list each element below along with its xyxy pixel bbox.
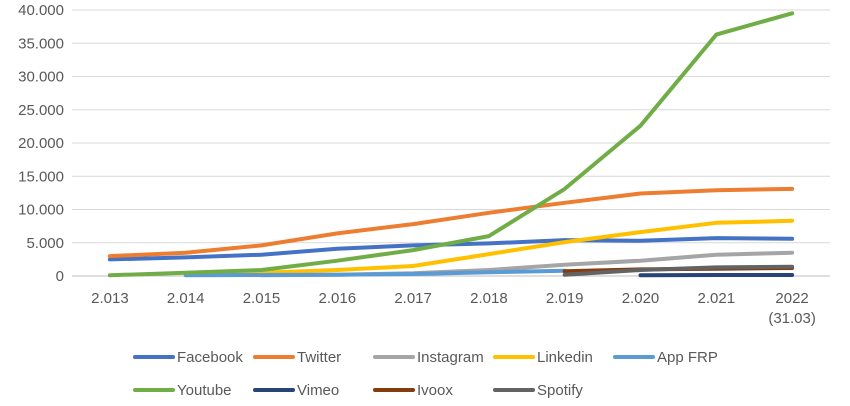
x-tick-label: 2.019 — [546, 290, 584, 307]
y-tick-label: 0 — [56, 268, 64, 285]
legend-label: Spotify — [537, 382, 583, 399]
x-tick-label: 2.014 — [167, 290, 205, 307]
y-tick-label: 40.000 — [18, 2, 64, 19]
x-tick-label: 2.015 — [243, 290, 281, 307]
legend-label: Instagram — [417, 349, 484, 366]
x-tick-label: 2022 (31.03) — [768, 290, 816, 327]
y-tick-label: 5.000 — [26, 235, 64, 252]
series-line-app-frp — [183, 268, 567, 278]
legend-label: Ivoox — [417, 382, 453, 399]
legend-label: Twitter — [297, 349, 341, 366]
y-axis: 0 5.000 10.000 15.000 20.000 25.000 30.000 35.0… — [18, 2, 64, 285]
series-line-youtube — [107, 11, 795, 278]
x-tick-label: 2.020 — [622, 290, 660, 307]
series-lines — [107, 11, 795, 278]
y-tick-label: 10.000 — [18, 202, 64, 219]
legend-label: Linkedin — [537, 349, 593, 366]
x-tick-label: 2.018 — [470, 290, 508, 307]
x-tick-label: 2.013 — [91, 290, 129, 307]
y-tick-label: 35.000 — [18, 35, 64, 52]
y-tick-label: 15.000 — [18, 168, 64, 185]
y-tick-label: 25.000 — [18, 102, 64, 119]
y-tick-label: 20.000 — [18, 135, 64, 152]
legend: Facebook Twitter Instagram Linkedin App FRP Y… — [133, 349, 718, 399]
x-tick-label: 2.016 — [319, 290, 357, 307]
x-axis: 2.013 2.014 2.015 2.016 2.017 2.018 2.019 2.020… — [91, 290, 816, 327]
legend-label: Facebook — [177, 349, 243, 366]
legend-label: Youtube — [177, 382, 232, 399]
legend-label: Vimeo — [297, 382, 339, 399]
series-line-twitter — [107, 186, 795, 259]
x-tick-label: 2.021 — [698, 290, 736, 307]
x-tick-label: 2.017 — [394, 290, 432, 307]
y-tick-label: 30.000 — [18, 69, 64, 86]
series-line-spotify — [562, 264, 795, 277]
legend-label: App FRP — [657, 349, 718, 366]
gridlines — [72, 9, 830, 277]
series-line-linkedin — [183, 218, 795, 277]
